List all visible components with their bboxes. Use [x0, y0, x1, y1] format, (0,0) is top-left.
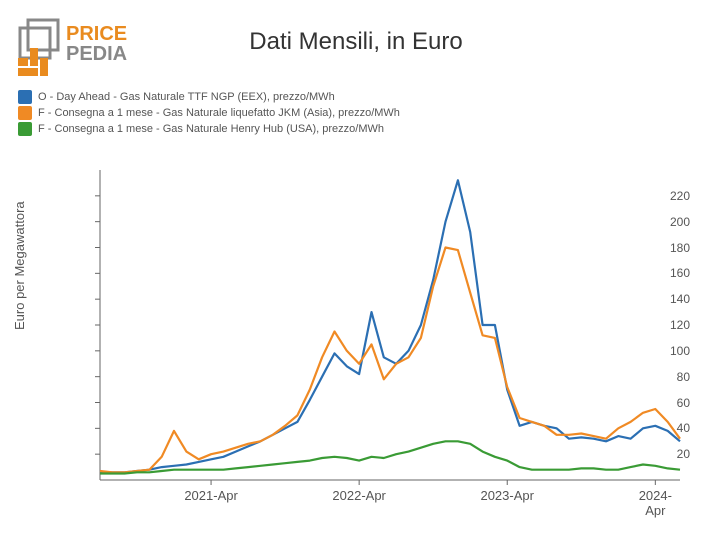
- x-tick-label: 2022-Apr: [332, 488, 385, 503]
- x-tick-label: 2023-Apr: [480, 488, 533, 503]
- legend-label: F - Consegna a 1 mese - Gas Naturale liq…: [38, 107, 400, 119]
- x-tick-label: 2024-Apr: [638, 488, 673, 518]
- legend-item: F - Consegna a 1 mese - Gas Naturale Hen…: [18, 122, 400, 136]
- y-tick-label: 40: [648, 421, 690, 435]
- legend-label: F - Consegna a 1 mese - Gas Naturale Hen…: [38, 123, 384, 135]
- legend-item: O - Day Ahead - Gas Naturale TTF NGP (EE…: [18, 90, 400, 104]
- y-tick-label: 180: [648, 241, 690, 255]
- y-tick-label: 100: [648, 344, 690, 358]
- y-tick-label: 120: [648, 318, 690, 332]
- y-tick-label: 200: [648, 215, 690, 229]
- y-tick-label: 80: [648, 370, 690, 384]
- y-tick-label: 140: [648, 292, 690, 306]
- series-ttf: [100, 180, 680, 472]
- legend-item: F - Consegna a 1 mese - Gas Naturale liq…: [18, 106, 400, 120]
- y-tick-label: 220: [648, 189, 690, 203]
- legend-label: O - Day Ahead - Gas Naturale TTF NGP (EE…: [38, 91, 335, 103]
- y-tick-label: 160: [648, 266, 690, 280]
- x-tick-label: 2021-Apr: [184, 488, 237, 503]
- legend: O - Day Ahead - Gas Naturale TTF NGP (EE…: [18, 90, 400, 138]
- chart-title: Dati Mensili, in Euro: [0, 28, 712, 56]
- y-axis-label: Euro per Megawattora: [12, 201, 27, 330]
- chart-area: 20 40 60 80 100 120 140 160 180 200 220 2021-Apr 20…: [50, 170, 690, 520]
- legend-swatch: [18, 90, 32, 104]
- legend-swatch: [18, 106, 32, 120]
- y-tick-label: 20: [648, 447, 690, 461]
- legend-swatch: [18, 122, 32, 136]
- y-tick-label: 60: [648, 396, 690, 410]
- series-henryhub: [100, 441, 680, 473]
